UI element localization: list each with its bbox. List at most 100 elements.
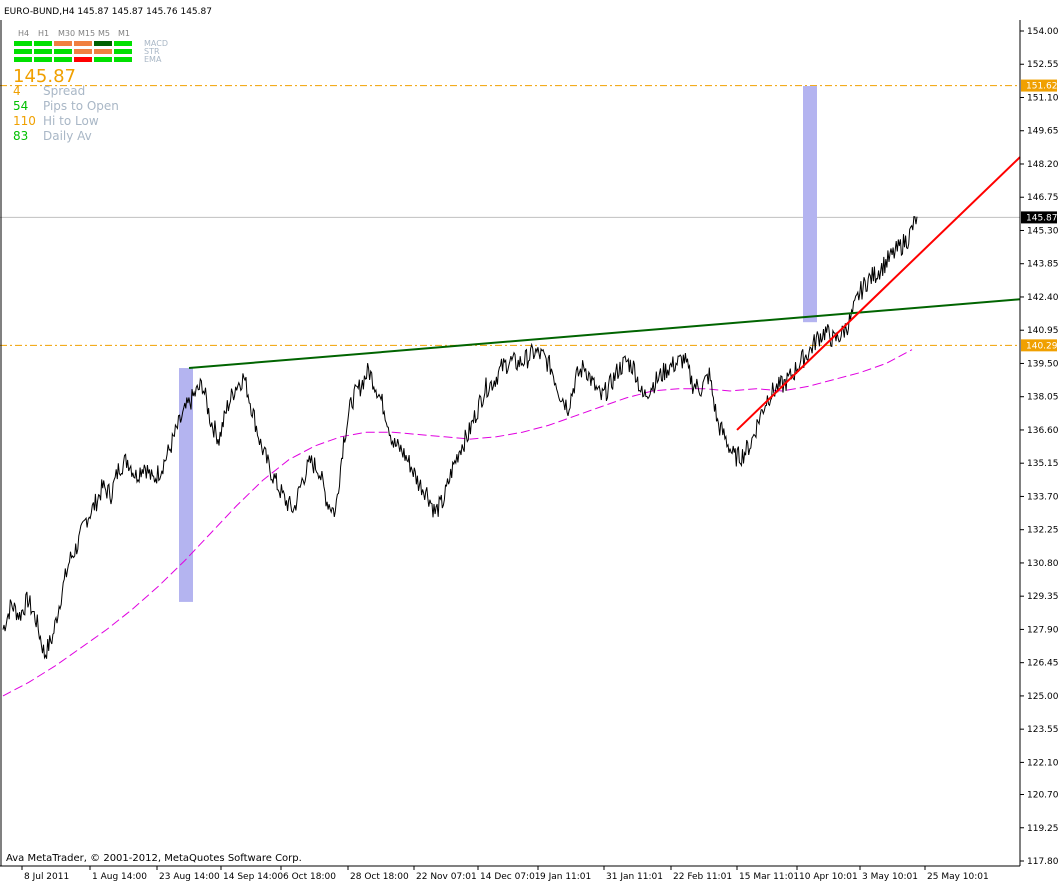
price-series-layer xyxy=(2,215,918,660)
y-tick-label: 148.20 xyxy=(1027,160,1059,170)
level-tag xyxy=(1021,339,1057,352)
chart-frame xyxy=(0,20,1021,867)
symbol-header: EURO-BUND,H4 145.87 145.87 145.76 145.87 xyxy=(4,7,212,17)
stat-label: Hi to Low xyxy=(43,114,99,128)
signal-cell xyxy=(34,49,52,54)
x-tick-label: 31 Jan 11:01 xyxy=(606,872,663,882)
y-tick-label: 135.15 xyxy=(1027,459,1059,469)
timeframe-label: M30 xyxy=(58,29,75,38)
y-tick-label: 130.80 xyxy=(1027,559,1059,569)
y-tick-label: 138.05 xyxy=(1027,393,1059,403)
signal-cell xyxy=(34,41,52,46)
signal-cell xyxy=(94,57,112,62)
y-tick-label: 151.10 xyxy=(1027,93,1059,103)
signal-cell xyxy=(114,41,132,46)
x-tick-label: 22 Nov 07:01 xyxy=(416,872,477,882)
moving-average-line xyxy=(2,349,913,697)
y-tick-label: 136.60 xyxy=(1027,426,1059,436)
x-tick-label: 25 May 10:01 xyxy=(927,872,989,882)
y-tick-label: 146.75 xyxy=(1027,193,1059,203)
current-price-tag xyxy=(1021,211,1057,224)
y-tick-label: 154.00 xyxy=(1027,27,1059,37)
y-tick-label: 143.85 xyxy=(1027,260,1059,270)
y-tick-label: 139.50 xyxy=(1027,359,1059,369)
y-tick-label: 126.45 xyxy=(1027,659,1059,669)
signal-cell xyxy=(54,49,72,54)
y-tick-label: 145.30 xyxy=(1027,226,1059,236)
stat-label: Pips to Open xyxy=(43,99,119,113)
highlight-bar xyxy=(179,368,193,602)
y-tick-label: 132.25 xyxy=(1027,526,1059,536)
timeframe-label: H4 xyxy=(18,29,29,38)
signal-cell xyxy=(34,57,52,62)
y-tick-label: 142.40 xyxy=(1027,293,1059,303)
y-tick-label: 140.95 xyxy=(1027,326,1059,336)
level-tag-label: 151.62 xyxy=(1026,82,1058,92)
x-tick-label: 14 Dec 07:01 xyxy=(480,872,541,882)
time-axis: 8 Jul 2011 1 Aug 14:00 23 Aug 14:00 14 Sep … xyxy=(21,866,989,882)
timeframe-label: M5 xyxy=(98,29,110,38)
x-tick-label: 8 Jul 2011 xyxy=(24,872,69,882)
signal-cell xyxy=(74,41,92,46)
signal-cell xyxy=(14,41,32,46)
stat-value: 110 xyxy=(13,114,36,128)
indicator-name: MACD xyxy=(144,39,168,48)
indicator-name: STR xyxy=(144,47,160,56)
y-tick-label: 125.00 xyxy=(1027,692,1059,702)
y-tick-label: 133.70 xyxy=(1027,492,1059,502)
timeframe-label: M15 xyxy=(78,29,95,38)
signal-cell xyxy=(114,57,132,62)
price-tags: 151.62 140.29 145.87 xyxy=(1021,79,1058,352)
signal-cell xyxy=(74,57,92,62)
stat-value: 83 xyxy=(13,129,28,143)
stat-label: Spread xyxy=(43,84,85,98)
x-tick-label: 6 Oct 18:00 xyxy=(283,872,336,882)
x-tick-label: 10 Apr 10:01 xyxy=(799,872,858,882)
price-axis: 154.00 152.55 151.10 149.65 148.20 146.75 145.… xyxy=(1020,27,1059,867)
x-tick-label: 14 Sep 14:00 xyxy=(223,872,283,882)
x-tick-label: 23 Aug 14:00 xyxy=(159,872,220,882)
y-tick-label: 120.70 xyxy=(1027,791,1059,801)
signal-cell xyxy=(54,57,72,62)
x-tick-label: 28 Oct 18:00 xyxy=(350,872,409,882)
signal-cell xyxy=(74,49,92,54)
highlight-bar xyxy=(803,86,817,323)
price-series-line xyxy=(2,215,918,660)
stat-value: 4 xyxy=(13,84,21,98)
trendline xyxy=(188,298,1021,370)
moving-average-layer xyxy=(2,349,913,697)
indicator-name: EMA xyxy=(144,55,162,64)
copyright-text: Ava MetaTrader, © 2001-2012, MetaQuotes … xyxy=(6,853,302,864)
trendlines xyxy=(188,156,1021,431)
y-tick-label: 117.80 xyxy=(1027,857,1059,867)
x-tick-label: 15 Mar 11:01 xyxy=(739,872,799,882)
y-tick-label: 129.35 xyxy=(1027,592,1059,602)
x-tick-label: 22 Feb 11:01 xyxy=(673,872,732,882)
signal-cell xyxy=(94,41,112,46)
panel-price: 145.87 xyxy=(13,66,76,87)
highlight-bars xyxy=(179,86,817,602)
signal-cell xyxy=(14,49,32,54)
level-tag-label: 140.29 xyxy=(1026,341,1058,351)
trendline xyxy=(736,156,1021,431)
level-lines xyxy=(0,85,1020,346)
signal-cell xyxy=(14,57,32,62)
y-tick-label: 149.65 xyxy=(1027,127,1059,137)
stat-value: 54 xyxy=(13,99,28,113)
x-tick-label: 1 Aug 14:00 xyxy=(92,872,147,882)
y-tick-label: 152.55 xyxy=(1027,60,1059,70)
signal-cell xyxy=(94,49,112,54)
x-tick-label: 3 May 10:01 xyxy=(862,872,918,882)
level-tag xyxy=(1021,79,1057,92)
y-tick-label: 123.55 xyxy=(1027,725,1059,735)
x-tick-label: 9 Jan 11:01 xyxy=(540,872,591,882)
signal-cell xyxy=(114,49,132,54)
stat-label: Daily Av xyxy=(43,129,92,143)
timeframe-label: M1 xyxy=(118,29,130,38)
y-tick-label: 119.25 xyxy=(1027,824,1059,834)
y-tick-label: 127.90 xyxy=(1027,625,1059,635)
timeframe-label: H1 xyxy=(38,29,49,38)
